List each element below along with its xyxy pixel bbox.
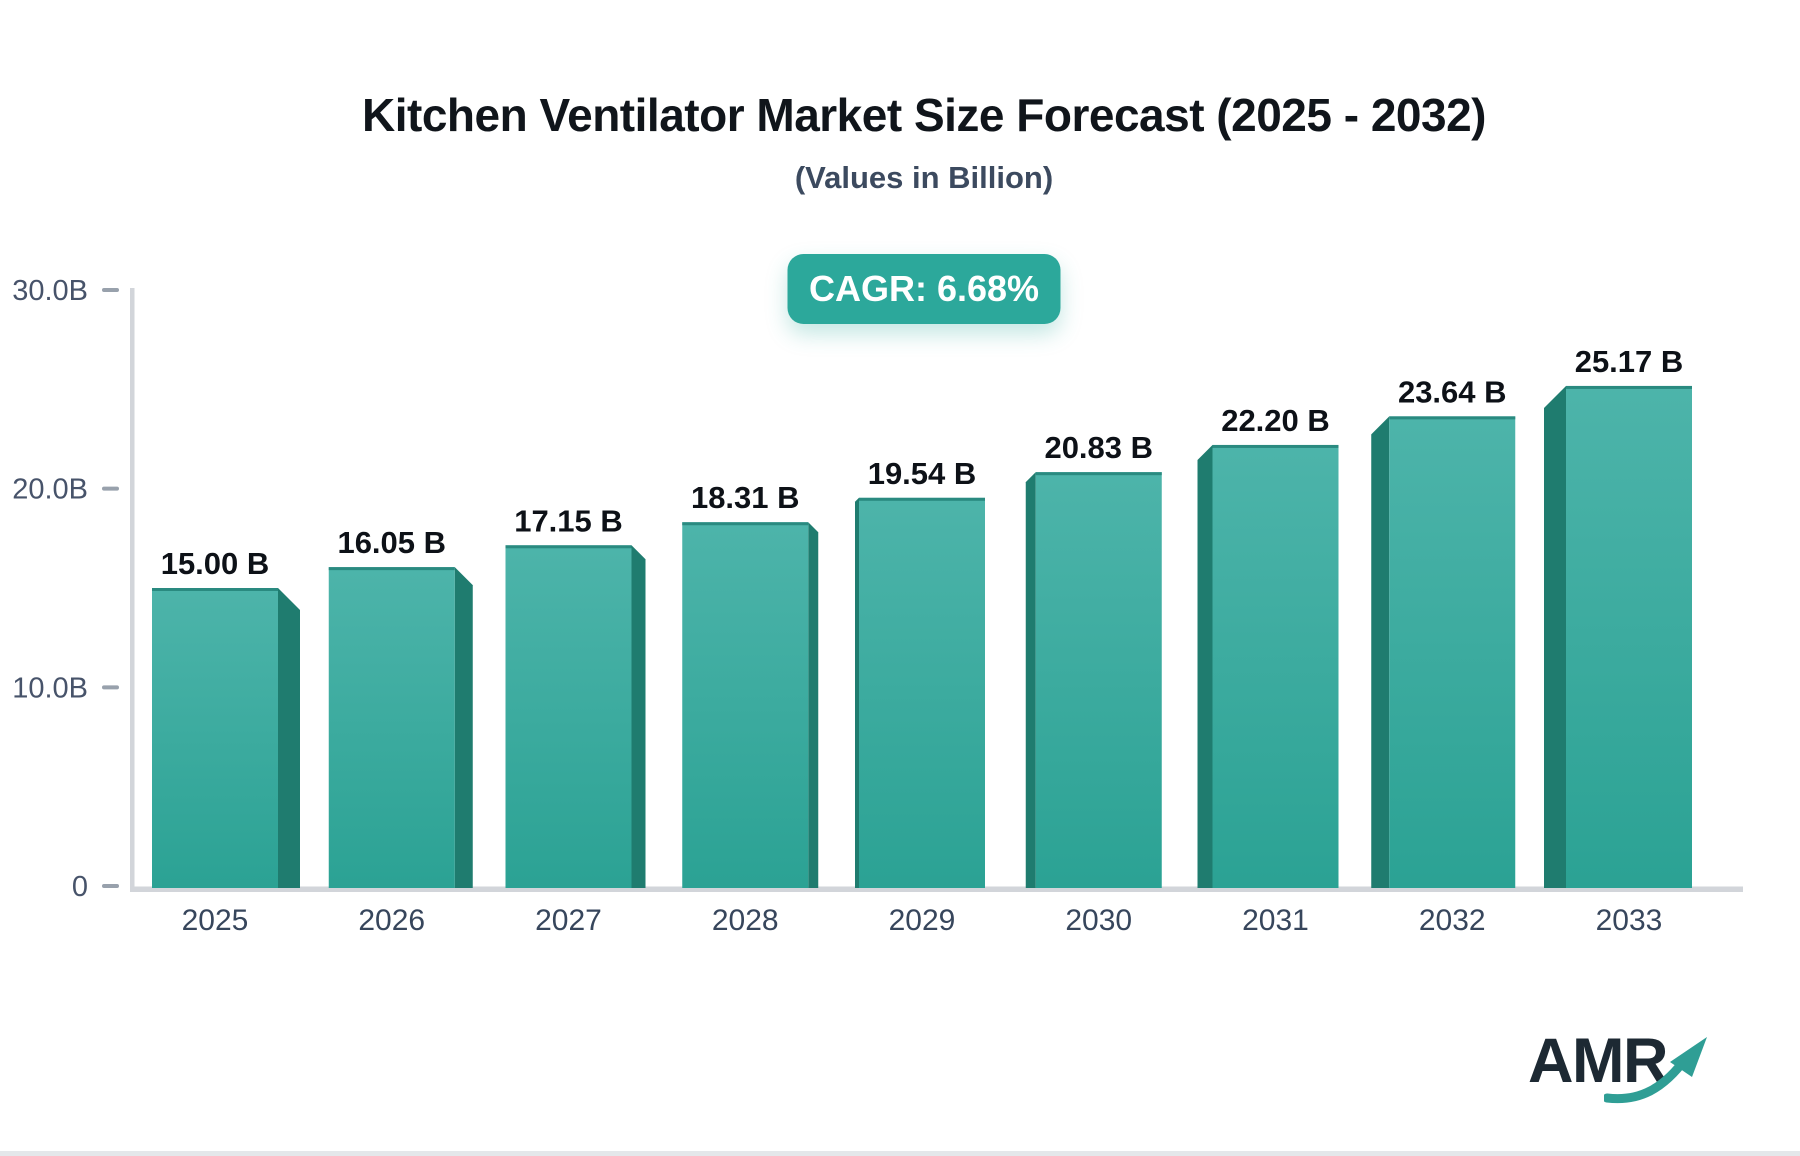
x-axis-label-2032: 2032 (1419, 904, 1486, 937)
x-axis-label-2030: 2030 (1065, 904, 1132, 937)
bar-face-2031 (1212, 444, 1339, 888)
bar-face-2028 (682, 522, 809, 888)
bar-side-2031 (1197, 444, 1213, 888)
bar-face-2029 (859, 497, 985, 888)
x-axis-label-2026: 2026 (358, 904, 425, 937)
bar-value-label-2027: 17.15 B (514, 503, 623, 538)
y-axis-line (130, 288, 135, 891)
amr-logo: AMR (1528, 1030, 1718, 1120)
x-axis-label-2033: 2033 (1596, 904, 1663, 937)
bar-value-label-2030: 20.83 B (1044, 430, 1153, 465)
bar-top-edge (152, 588, 278, 591)
y-tick-dash (102, 685, 119, 690)
bar-top-edge (1035, 472, 1162, 476)
bar-side-2029 (855, 497, 859, 888)
bar-top-edge (505, 545, 632, 549)
bar-top-edge (1566, 385, 1692, 389)
bar-side-2033 (1544, 385, 1566, 888)
cagr-badge-label: CAGR: 6.68% (808, 268, 1040, 309)
bar-face-2032 (1389, 416, 1516, 888)
bar-side-2032 (1371, 416, 1390, 888)
cagr-badge: CAGR: 6.68% (787, 254, 1061, 324)
chart-title: Kitchen Ventilator Market Size Forecast … (362, 89, 1486, 141)
x-axis-line (130, 886, 1743, 892)
bar-top-edge (859, 497, 985, 501)
y-tick-label: 0 (72, 871, 88, 903)
x-axis-label-2025: 2025 (182, 904, 249, 937)
bottom-edge-strip (0, 1151, 1800, 1156)
bar-value-label-2029: 19.54 B (868, 456, 977, 491)
bar-face-2026 (328, 567, 455, 888)
growth-arrow-icon (1604, 1037, 1707, 1104)
bar-face-2030 (1035, 472, 1162, 888)
bar-value-label-2026: 16.05 B (337, 525, 446, 560)
bar-face-2025 (152, 588, 278, 888)
bar-face-2033 (1566, 385, 1692, 888)
x-axis-label-2028: 2028 (712, 904, 779, 937)
y-tick-dash (102, 884, 119, 888)
bar-value-label-2031: 22.20 B (1221, 403, 1330, 438)
bar-side-2026 (454, 567, 473, 888)
y-tick-label: 10.0B (12, 672, 88, 704)
y-tick-label: 20.0B (12, 474, 88, 506)
bar-top-edge (328, 567, 455, 571)
bar-side-2028 (808, 522, 819, 888)
bar-value-label-2033: 25.17 B (1575, 344, 1684, 379)
bar-top-edge (682, 522, 809, 526)
bar-top-edge (1389, 416, 1516, 420)
bar-value-label-2028: 18.31 B (691, 480, 800, 515)
bar-value-label-2025: 15.00 B (161, 546, 270, 581)
y-tick-dash (102, 288, 119, 292)
bar-value-label-2032: 23.64 B (1398, 374, 1507, 409)
x-axis-label-2029: 2029 (889, 904, 956, 937)
y-tick-dash (102, 486, 119, 491)
bar-side-2027 (631, 545, 646, 888)
bar-top-edge (1212, 444, 1339, 448)
x-axis-label-2031: 2031 (1242, 904, 1309, 937)
bar-side-2025 (278, 588, 300, 888)
chart-subtitle: (Values in Billion) (794, 160, 1054, 195)
y-tick-label: 30.0B (12, 275, 88, 307)
bar-side-2030 (1025, 472, 1036, 888)
amr-logo-text: AMR (1528, 1026, 1668, 1096)
x-axis-label-2027: 2027 (535, 904, 602, 937)
bar-face-2027 (505, 545, 632, 888)
